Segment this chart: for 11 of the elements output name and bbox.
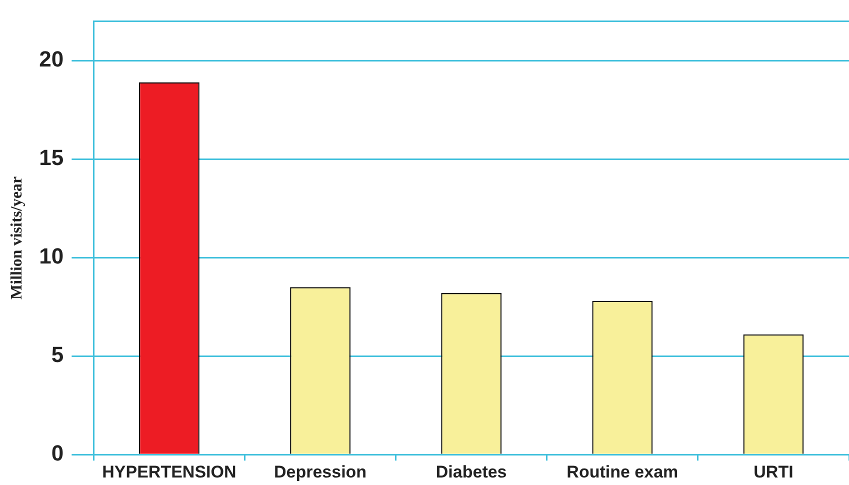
- y-axis-title: Million visits/year: [8, 176, 26, 300]
- x-tick-label: Diabetes: [436, 462, 507, 482]
- y-tick-label: 5: [51, 342, 64, 368]
- y-tick-label: 10: [39, 244, 64, 269]
- x-tick-label: URTI: [754, 462, 794, 482]
- x-tick-label: Depression: [274, 462, 367, 482]
- x-tick-label: HYPERTENSION: [102, 462, 236, 482]
- y-tick-label: 20: [39, 46, 64, 72]
- y-tick-label: 0: [51, 440, 64, 466]
- x-tick-label: Routine exam: [566, 462, 678, 482]
- y-tick-label: 15: [39, 145, 64, 170]
